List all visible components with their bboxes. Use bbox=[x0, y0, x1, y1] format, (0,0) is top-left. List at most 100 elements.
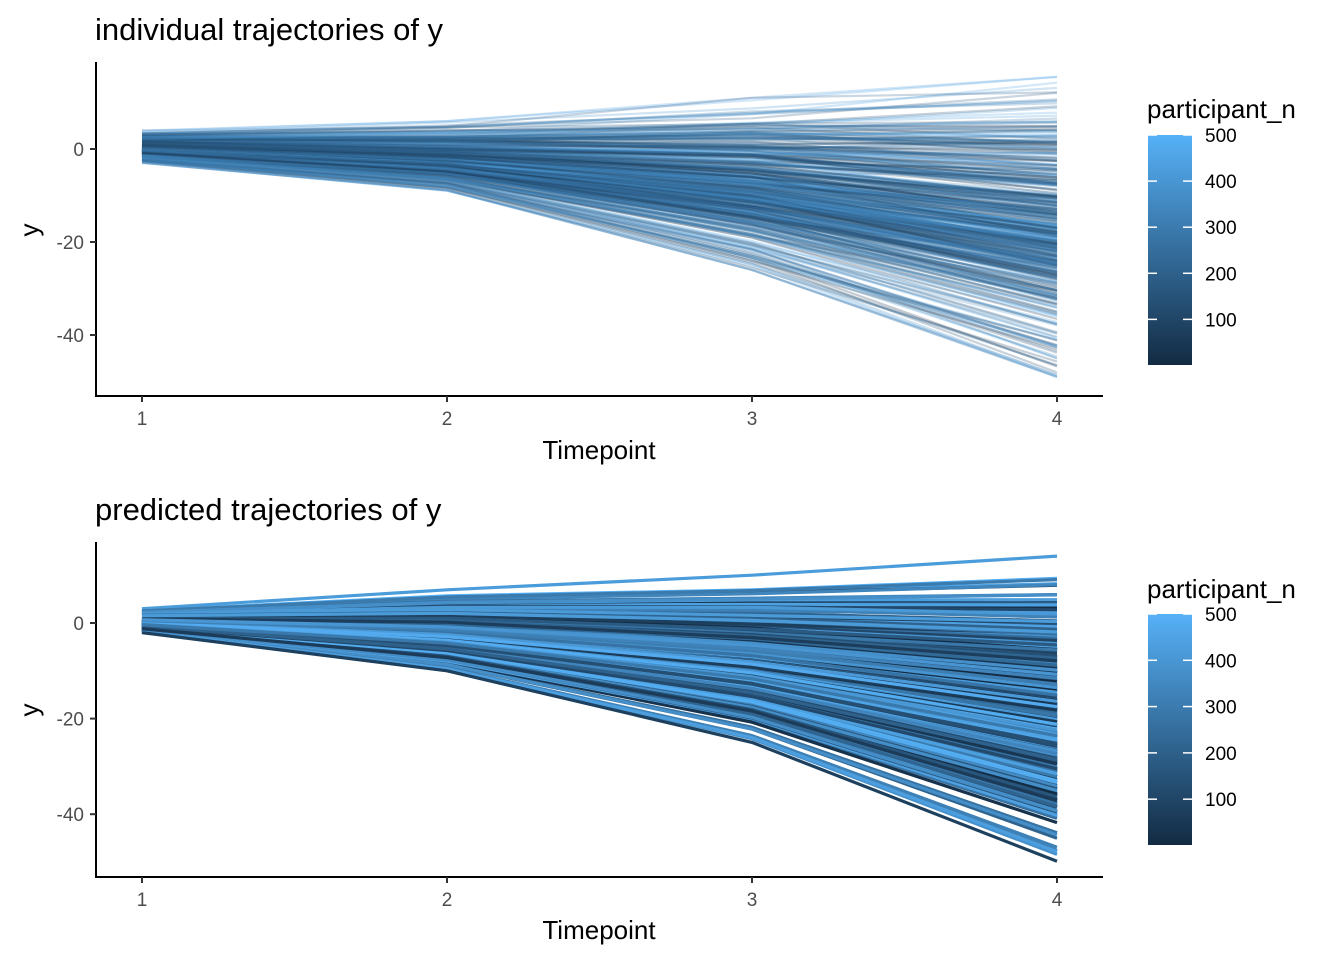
trajectory-line bbox=[141, 144, 1058, 204]
trajectory-line bbox=[141, 152, 1058, 301]
trajectory-line bbox=[141, 148, 1058, 250]
trajectory-line bbox=[141, 147, 1058, 226]
trajectory-line bbox=[141, 151, 1058, 253]
trajectory-line bbox=[141, 148, 1058, 247]
trajectory-line bbox=[141, 154, 1058, 290]
trajectory-line bbox=[141, 141, 1058, 184]
trajectory-line bbox=[141, 146, 1058, 231]
trajectory-line bbox=[141, 150, 1058, 255]
trajectory-line bbox=[141, 143, 1058, 194]
trajectory-line bbox=[141, 144, 1058, 200]
trajectory-line bbox=[141, 148, 1058, 245]
trajectory-line bbox=[141, 150, 1058, 248]
trajectory-line bbox=[141, 149, 1058, 243]
x-axis-title: Timepoint bbox=[542, 915, 656, 945]
trajectory-line bbox=[141, 148, 1058, 242]
trajectory-line bbox=[141, 147, 1058, 229]
trajectory-line bbox=[141, 150, 1058, 263]
trajectory-line bbox=[141, 152, 1058, 284]
trajectory-line bbox=[141, 145, 1058, 214]
trajectory-line bbox=[141, 158, 1058, 342]
trajectory-line bbox=[141, 151, 1058, 265]
trajectory-line bbox=[141, 139, 1058, 186]
trajectory-line bbox=[141, 136, 1058, 151]
trajectory-line bbox=[141, 150, 1058, 258]
trajectory-line bbox=[141, 159, 1058, 368]
trajectory-line bbox=[141, 150, 1058, 246]
trajectory-line bbox=[141, 141, 1058, 168]
trajectory-line bbox=[141, 149, 1058, 253]
trajectory-line bbox=[141, 149, 1058, 238]
x-tick-label: 1 bbox=[137, 409, 148, 430]
trajectory-line bbox=[142, 129, 1058, 142]
trajectory-line bbox=[141, 157, 1058, 360]
trajectory-line bbox=[141, 142, 1058, 185]
trajectory-line bbox=[141, 155, 1058, 299]
trajectory-line bbox=[141, 142, 1058, 167]
trajectory-line bbox=[141, 75, 1058, 132]
legend-title: participant_n bbox=[1147, 94, 1296, 124]
trajectory-line bbox=[141, 154, 1058, 297]
trajectory-line bbox=[141, 146, 1058, 220]
y-axis-title: y bbox=[14, 224, 44, 237]
trajectory-line bbox=[141, 140, 1058, 192]
trajectory-line bbox=[141, 155, 1058, 317]
trajectory-line bbox=[141, 142, 1058, 197]
trajectory-line bbox=[141, 157, 1058, 327]
trajectory-line bbox=[141, 150, 1058, 267]
trajectory-line bbox=[141, 147, 1058, 225]
x-tick-label: 2 bbox=[442, 890, 453, 911]
trajectory-line bbox=[141, 146, 1058, 226]
trajectory-line bbox=[141, 150, 1058, 252]
trajectory-line bbox=[141, 154, 1058, 292]
trajectory-line bbox=[141, 149, 1058, 247]
trajectory-line bbox=[141, 151, 1058, 275]
trajectory-line bbox=[141, 140, 1058, 185]
trajectory-line bbox=[141, 148, 1058, 244]
x-tick-label: 3 bbox=[747, 409, 758, 430]
trajectory-line bbox=[141, 146, 1058, 221]
trajectory-line bbox=[141, 147, 1058, 242]
trajectory-line bbox=[141, 147, 1058, 235]
trajectory-line bbox=[141, 143, 1058, 216]
trajectory-line bbox=[141, 141, 1058, 156]
trajectory-line bbox=[141, 148, 1058, 237]
trajectory-line bbox=[141, 149, 1058, 257]
trajectory-line bbox=[141, 154, 1058, 299]
trajectory-line bbox=[141, 106, 1058, 136]
trajectory-line bbox=[141, 150, 1058, 264]
trajectory-line bbox=[141, 144, 1058, 214]
y-axis-title: y bbox=[14, 704, 44, 717]
trajectory-line bbox=[141, 150, 1058, 248]
trajectory-line bbox=[141, 147, 1058, 235]
trajectory-line bbox=[141, 157, 1058, 326]
trajectory-line bbox=[141, 137, 1058, 155]
trajectory-line bbox=[141, 149, 1058, 239]
trajectory-line bbox=[141, 150, 1058, 260]
trajectory-line bbox=[141, 149, 1058, 235]
trajectory-line bbox=[141, 155, 1058, 309]
colorbar-ticks: 500 400 300 200 100 bbox=[1148, 605, 1237, 811]
trajectory-line bbox=[141, 134, 1058, 153]
trajectory-line bbox=[141, 151, 1058, 281]
trajectory-line bbox=[141, 142, 1058, 181]
trajectory-line bbox=[141, 138, 1058, 155]
trajectory-line bbox=[141, 146, 1058, 223]
x-axis-ticks: 1 2 3 4 bbox=[137, 396, 1063, 430]
trajectory-line bbox=[141, 151, 1058, 268]
trajectory-line bbox=[141, 593, 1058, 614]
trajectory-line bbox=[141, 147, 1058, 231]
trajectory-line bbox=[141, 153, 1058, 280]
trajectory-line bbox=[141, 154, 1058, 306]
trajectory-line bbox=[141, 152, 1058, 295]
trajectory-line bbox=[141, 621, 1058, 709]
trajectory-line bbox=[141, 150, 1058, 246]
trajectory-line bbox=[141, 146, 1058, 229]
trajectory-line bbox=[141, 615, 1058, 647]
colorbar-tick-label: 500 bbox=[1205, 126, 1237, 147]
trajectory-line bbox=[141, 155, 1058, 305]
trajectory-line bbox=[141, 145, 1058, 214]
trajectory-line bbox=[141, 142, 1058, 198]
trajectory-line bbox=[141, 149, 1058, 266]
